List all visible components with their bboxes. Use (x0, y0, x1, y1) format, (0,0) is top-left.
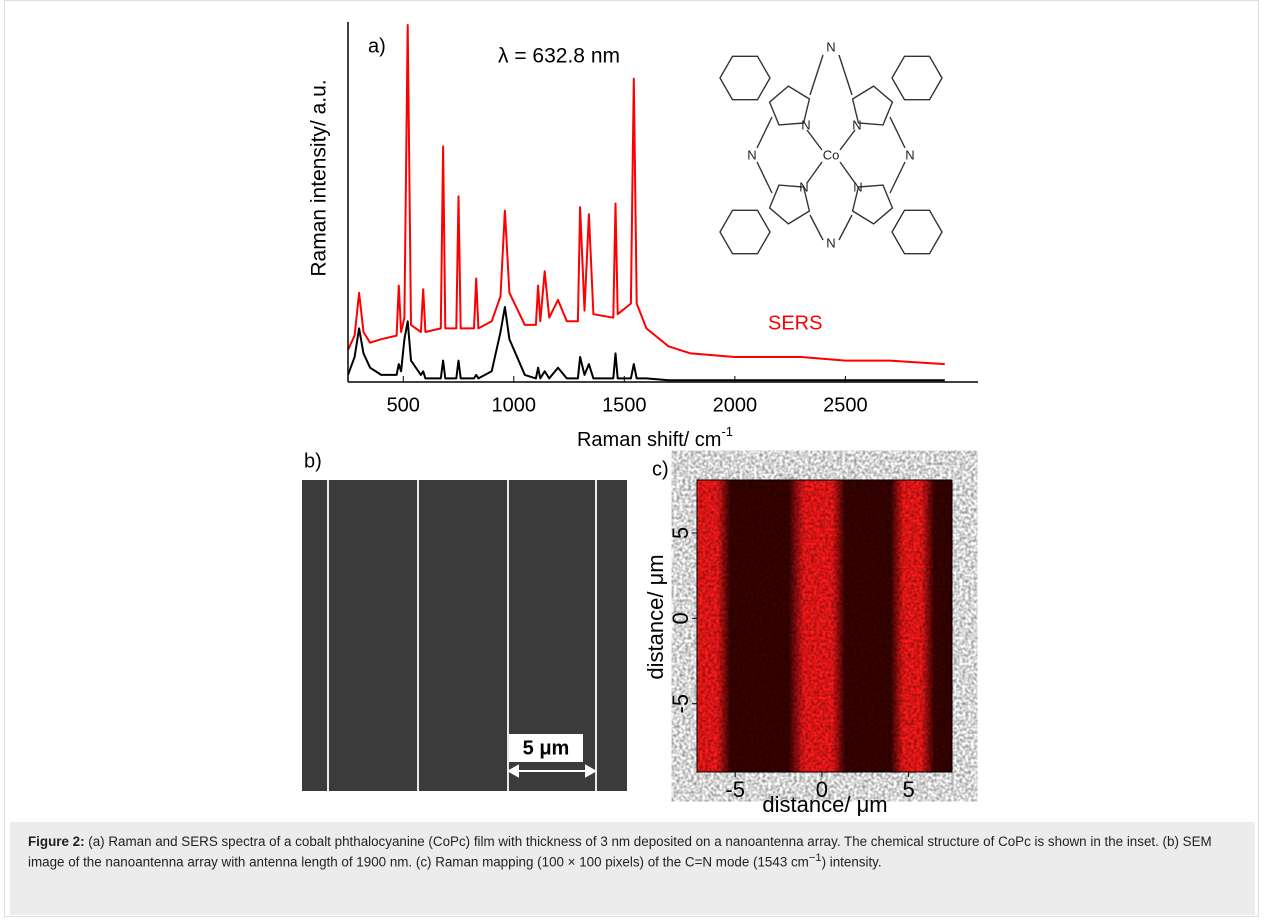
scale-bar-arrow (506, 764, 598, 778)
atom-label: N (826, 39, 835, 54)
atom-label: N (799, 179, 808, 194)
caption-superscript: −1 (808, 852, 822, 864)
panel-label: c) (652, 458, 669, 480)
x-axis-label: Raman shift/ cm-1 (577, 424, 733, 451)
scale-bar-box (509, 734, 583, 762)
x-tick-label: 2000 (713, 394, 758, 416)
atom-label: Co (823, 147, 840, 162)
plot-frame (696, 479, 953, 773)
panel-label: b) (304, 450, 322, 472)
caption-text: ) intensity. (821, 854, 882, 870)
x-tick-label: -5 (725, 777, 745, 802)
bond (838, 214, 853, 241)
y-tick-label: 5 (668, 527, 693, 539)
bond (806, 161, 823, 184)
atom-label: N (826, 235, 835, 250)
atom-label: N (852, 117, 861, 132)
atom-label: N (905, 147, 914, 162)
ring (768, 184, 811, 225)
spectrum-line (348, 24, 945, 366)
bond (809, 214, 824, 241)
bond (756, 161, 773, 194)
y-tick-label: 0 (668, 612, 693, 624)
ring (768, 85, 811, 126)
y-axis-label: Raman intensity/ a.u. (308, 79, 331, 276)
x-tick-label: 5 (903, 777, 915, 802)
bond (889, 161, 906, 194)
caption-label: Figure 2: (28, 834, 85, 849)
bond (809, 54, 824, 96)
y-axis-label: distance/ μm (643, 554, 668, 679)
inset-structure (719, 54, 943, 255)
x-tick-label: 500 (387, 394, 420, 416)
ring (851, 184, 894, 225)
x-tick-label: 0 (816, 777, 828, 802)
scale-bar-label: 5 μm (523, 737, 570, 759)
ring (719, 209, 771, 255)
caption: Figure 2: (a) Raman and SERS spectra of … (10, 822, 1255, 915)
caption-text: (a) Raman and SERS spectra of a cobalt p… (28, 834, 1212, 870)
x-tick-label: 1000 (492, 394, 537, 416)
panel-label: a) (368, 35, 386, 57)
x-tick-label: 1500 (602, 394, 647, 416)
x-axis-label-text: Raman shift/ cm (577, 429, 721, 451)
atom-label: N (801, 117, 810, 132)
ring (891, 55, 943, 101)
x-axis-label: distance/ μm (762, 792, 887, 817)
bond (839, 161, 856, 184)
atom-label: N (747, 147, 756, 162)
bond (838, 54, 853, 96)
bond (806, 129, 823, 151)
x-tick-label: 2500 (823, 394, 868, 416)
sem-antennas (327, 480, 597, 791)
atom-label: N (853, 179, 862, 194)
map-noise (697, 480, 952, 772)
spectrum-line (348, 306, 945, 382)
annotation: λ = 632.8 nm (498, 45, 620, 68)
bond (839, 129, 856, 151)
x-axis-label-superscript: -1 (721, 424, 733, 439)
bond (756, 116, 773, 149)
ring (719, 55, 771, 101)
ring (851, 85, 894, 126)
series-label: SERS (768, 312, 822, 334)
ring (891, 209, 943, 255)
y-tick-label: -5 (668, 694, 693, 714)
figure-frame (4, 0, 1259, 917)
bond (889, 116, 906, 149)
